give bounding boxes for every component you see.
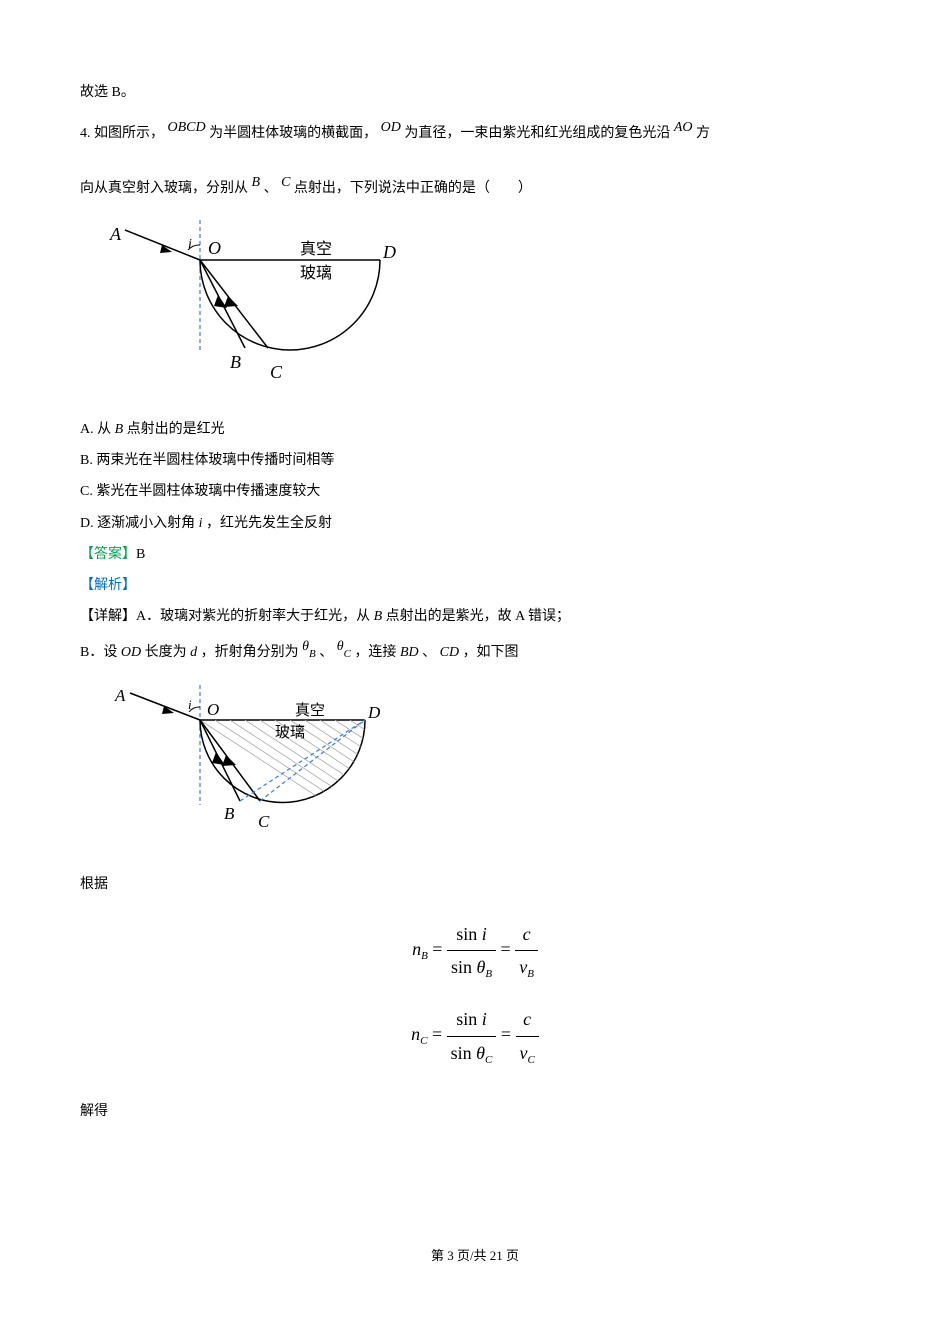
fig1-label-a: A bbox=[109, 224, 122, 244]
det-b-var1: OD bbox=[121, 645, 141, 660]
figure-1: A i O 真空 玻璃 D B C bbox=[100, 220, 870, 399]
opt-a-suffix: 点射出的是红光 bbox=[127, 422, 225, 437]
opt-d-var: i bbox=[199, 516, 203, 531]
option-c: C. 紫光在半圆柱体玻璃中传播速度较大 bbox=[80, 479, 870, 504]
detail-a-prefix: 【详解】A．玻璃对紫光的折射率大于红光，从 bbox=[80, 609, 370, 624]
q-text-1b: 为半圆柱体玻璃的横截面， bbox=[209, 126, 377, 141]
det-b-var4: θC bbox=[337, 639, 351, 654]
fig2-label-b: B bbox=[224, 804, 235, 823]
fig1-label-i: i bbox=[188, 237, 192, 252]
question-line-1: 4. 如图所示， OBCD 为半圆柱体玻璃的横截面， OD 为直径，一束由紫光和… bbox=[80, 121, 870, 146]
det-b-mid3: 、 bbox=[319, 645, 333, 660]
fig2-label-d: D bbox=[367, 703, 381, 722]
fig2-label-i: i bbox=[188, 697, 192, 712]
question-line-2: 向从真空射入玻璃，分别从 B 、 C 点射出，下列说法中正确的是（ ） bbox=[80, 176, 870, 201]
q-text-1c: 为直径，一束由紫光和红光组成的复色光沿 bbox=[404, 126, 670, 141]
analysis-label: 【解析】 bbox=[80, 578, 136, 593]
detail-b: B．设 OD 长度为 d ，折射角分别为 θB 、 θC ，连接 BD 、 CD… bbox=[80, 640, 870, 668]
formula-nb: nB = sin i sin θB = c vB bbox=[80, 918, 870, 984]
fig1-label-glass: 玻璃 bbox=[300, 264, 332, 282]
answer-label: 【答案】 bbox=[80, 547, 136, 562]
det-b-mid2: ，折射角分别为 bbox=[201, 645, 299, 660]
fig2-label-vacuum: 真空 bbox=[295, 701, 325, 719]
page-footer: 第 3 页/共 21 页 bbox=[80, 1244, 870, 1267]
option-a: A. 从 B 点射出的是红光 bbox=[80, 417, 870, 442]
det-b-var6: CD bbox=[440, 645, 459, 660]
opt-a-var: B bbox=[115, 422, 124, 437]
formula-nc: nC = sin i sin θC = c vC bbox=[80, 1003, 870, 1069]
det-b-mid5: 、 bbox=[422, 645, 436, 660]
fig2-label-glass: 玻璃 bbox=[275, 724, 305, 741]
q-text-1d: 方 bbox=[696, 126, 710, 141]
fig1-label-o: O bbox=[208, 238, 221, 258]
fig1-label-c: C bbox=[270, 362, 283, 382]
var-b: B bbox=[252, 175, 261, 190]
q-text-2c: 点射出，下列说法中正确的是（ ） bbox=[294, 181, 532, 196]
det-b-suffix: ，如下图 bbox=[463, 645, 519, 660]
det-b-mid4: ，连接 bbox=[354, 645, 396, 660]
option-d: D. 逐渐减小入射角 i ，红光先发生全反射 bbox=[80, 511, 870, 536]
solve-text: 解得 bbox=[80, 1099, 870, 1124]
var-obcd: OBCD bbox=[168, 120, 206, 135]
fig1-label-vacuum: 真空 bbox=[300, 240, 332, 258]
answer-value: B bbox=[136, 547, 145, 562]
analysis-label-line: 【解析】 bbox=[80, 573, 870, 598]
fig2-label-c: C bbox=[258, 812, 270, 831]
opt-a-prefix: A. 从 bbox=[80, 422, 111, 437]
q-text-1a: 如图所示， bbox=[94, 126, 164, 141]
det-b-var2: d bbox=[190, 645, 197, 660]
detail-a-suffix: 点射出的是紫光，故 A 错误； bbox=[386, 609, 570, 624]
figure-2: A i O 真空 玻璃 D B C bbox=[100, 685, 870, 854]
detail-a-var: B bbox=[374, 609, 383, 624]
question-number: 4. bbox=[80, 126, 91, 141]
det-b-var3: θB bbox=[302, 639, 316, 654]
intro-line: 故选 B。 bbox=[80, 80, 870, 105]
fig2-label-o: O bbox=[207, 700, 219, 719]
detail-a: 【详解】A．玻璃对紫光的折射率大于红光，从 B 点射出的是紫光，故 A 错误； bbox=[80, 604, 870, 629]
var-od: OD bbox=[381, 120, 401, 135]
det-b-mid1: 长度为 bbox=[145, 645, 187, 660]
fig1-label-b: B bbox=[230, 352, 241, 372]
opt-d-suffix: ，红光先发生全反射 bbox=[206, 516, 332, 531]
var-ao: AO bbox=[674, 120, 693, 135]
q-text-2b: 、 bbox=[264, 181, 278, 196]
opt-d-prefix: D. 逐渐减小入射角 bbox=[80, 516, 195, 531]
fig1-label-d: D bbox=[382, 242, 396, 262]
q-text-2a: 向从真空射入玻璃，分别从 bbox=[80, 181, 248, 196]
det-b-var5: BD bbox=[400, 645, 419, 660]
var-c: C bbox=[281, 175, 290, 190]
det-b-prefix: B．设 bbox=[80, 645, 117, 660]
option-b: B. 两束光在半圆柱体玻璃中传播时间相等 bbox=[80, 448, 870, 473]
answer-line: 【答案】B bbox=[80, 542, 870, 567]
post-figure-text: 根据 bbox=[80, 872, 870, 897]
fig2-label-a: A bbox=[114, 686, 126, 705]
